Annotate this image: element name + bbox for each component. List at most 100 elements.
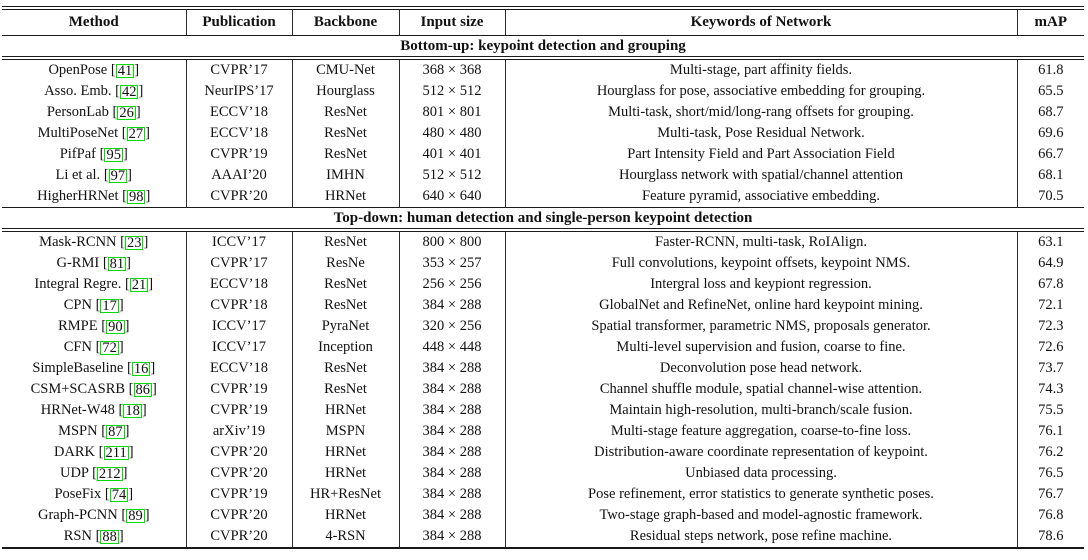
column-header-backbone: Backbone	[291, 6, 399, 36]
method-cell: MSPN [87]	[58, 422, 130, 440]
publication-cell: AAAI’20	[185, 165, 292, 186]
method-cell: Asso. Emb. [42]	[44, 82, 144, 100]
backbone-cell: ResNet	[291, 379, 399, 400]
method-cell: Graph-PCNN [89]	[37, 506, 150, 524]
method-cell: RSN [88]	[63, 527, 124, 545]
input-size-cell: 384 × 288	[398, 505, 505, 526]
map-cell: 76.8	[1016, 505, 1084, 526]
citation-link[interactable]: 42	[119, 83, 139, 100]
method-cell: OpenPose [41]	[48, 61, 140, 79]
backbone-cell: MSPN	[291, 421, 399, 442]
citation-link[interactable]: 21	[129, 276, 149, 293]
publication-cell: CVPR’18	[185, 295, 292, 316]
method-cell: MultiPoseNet [27]	[37, 124, 150, 142]
map-cell: 72.1	[1016, 295, 1084, 316]
method-name: G-RMI	[56, 254, 100, 271]
map-cell: 68.1	[1016, 165, 1084, 186]
publication-cell: ECCV’18	[185, 123, 292, 144]
map-cell: 76.5	[1016, 463, 1084, 484]
citation-link[interactable]: 74	[109, 486, 129, 503]
citation-link[interactable]: 90	[106, 318, 125, 335]
keywords-cell: Two-stage graph-based and model-agnostic…	[504, 505, 1017, 526]
citation-link[interactable]: 97	[108, 167, 128, 184]
citation-link[interactable]: 81	[107, 255, 127, 272]
table-row: OpenPose [41] CVPR’17 CMU-Net 368 × 368 Mult…	[2, 58, 1084, 81]
map-cell: 78.6	[1016, 526, 1084, 548]
citation-link[interactable]: 87	[106, 423, 125, 440]
method-name: PoseFix	[54, 485, 102, 502]
input-size-cell: 256 × 256	[398, 274, 505, 295]
method-name: CSM+SCASRB	[30, 380, 126, 397]
table-row: RSN [88] CVPR’20 4-RSN 384 × 288 Residual st…	[2, 526, 1084, 548]
publication-cell: CVPR’17	[185, 253, 292, 274]
citation-link[interactable]: 88	[100, 528, 119, 545]
section-title: Top-down: human detection and single-per…	[2, 207, 1084, 232]
citation-link[interactable]: 86	[133, 381, 153, 398]
keywords-cell: Maintain high-resolution, multi-branch/s…	[504, 400, 1017, 421]
citation-link[interactable]: 211	[103, 444, 129, 461]
publication-cell: NeurIPS’17	[185, 81, 292, 102]
keywords-cell: Multi-stage feature aggregation, coarse-…	[504, 421, 1017, 442]
section-header-row: Top-down: human detection and single-per…	[2, 207, 1084, 232]
method-cell: SimpleBaseline [16]	[32, 359, 156, 377]
keywords-cell: GlobalNet and RefineNet, online hard key…	[504, 295, 1017, 316]
table-row: CSM+SCASRB [86] CVPR’19 ResNet 384 × 288 Cha…	[2, 379, 1084, 400]
input-size-cell: 384 × 288	[398, 484, 505, 505]
map-cell: 63.1	[1016, 230, 1084, 253]
citation-link[interactable]: 89	[126, 507, 145, 524]
citation-link[interactable]: 98	[126, 188, 146, 205]
method-name: Asso. Emb.	[44, 82, 112, 99]
method-cell: G-RMI [81]	[56, 254, 131, 272]
input-size-cell: 640 × 640	[398, 186, 505, 208]
input-size-cell: 801 × 801	[398, 102, 505, 123]
keywords-cell: Channel shuffle module, spatial channel-…	[504, 379, 1017, 400]
map-cell: 67.8	[1016, 274, 1084, 295]
citation-link[interactable]: 18	[123, 402, 142, 419]
table-row: HigherHRNet [98] CVPR’20 HRNet 640 × 640 Fea…	[2, 186, 1084, 208]
method-cell: UDP [212]	[59, 464, 128, 482]
backbone-cell: ResNet	[291, 123, 399, 144]
input-size-cell: 800 × 800	[398, 230, 505, 253]
map-cell: 76.2	[1016, 442, 1084, 463]
map-cell: 74.3	[1016, 379, 1084, 400]
publication-cell: CVPR’19	[185, 484, 292, 505]
table-row: Integral Regre. [21] ECCV’18 ResNet 256 × 2…	[2, 274, 1084, 295]
citation-link[interactable]: 72	[100, 339, 119, 356]
method-cell: HRNet-W48 [18]	[40, 401, 147, 419]
citation-link[interactable]: 95	[104, 146, 123, 163]
citation-link[interactable]: 26	[117, 104, 136, 121]
citation-link[interactable]: 41	[115, 62, 135, 79]
citation-link[interactable]: 23	[124, 234, 144, 251]
input-size-cell: 368 × 368	[398, 58, 505, 81]
citation-link[interactable]: 27	[126, 125, 146, 142]
publication-cell: CVPR’20	[185, 505, 292, 526]
keywords-cell: Residual steps network, pose refine mach…	[504, 526, 1017, 548]
table-header: Method Publication Backbone Input size Keywo…	[2, 6, 1084, 36]
backbone-cell: IMHN	[291, 165, 399, 186]
table-row: UDP [212] CVPR’20 HRNet 384 × 288 Unbiased d…	[2, 463, 1084, 484]
backbone-cell: Hourglass	[291, 81, 399, 102]
method-name: PersonLab	[46, 103, 109, 120]
input-size-cell: 448 × 448	[398, 337, 505, 358]
method-name: MSPN	[58, 422, 98, 439]
map-cell: 64.9	[1016, 253, 1084, 274]
column-header-method: Method	[2, 6, 186, 36]
citation-link[interactable]: 16	[131, 360, 151, 377]
citation-link[interactable]: 212	[96, 465, 123, 482]
map-cell: 72.6	[1016, 337, 1084, 358]
map-cell: 69.6	[1016, 123, 1084, 144]
input-size-cell: 401 × 401	[398, 144, 505, 165]
input-size-cell: 353 × 257	[398, 253, 505, 274]
citation-link[interactable]: 17	[100, 297, 119, 314]
method-cell: PoseFix [74]	[54, 485, 134, 503]
method-name: DARK	[53, 443, 96, 460]
publication-cell: CVPR’19	[185, 400, 292, 421]
method-name: OpenPose	[48, 61, 108, 78]
map-cell: 76.7	[1016, 484, 1084, 505]
input-size-cell: 384 × 288	[398, 421, 505, 442]
backbone-cell: HRNet	[291, 505, 399, 526]
input-size-cell: 384 × 288	[398, 526, 505, 548]
backbone-cell: HRNet	[291, 400, 399, 421]
keywords-cell: Feature pyramid, associative embedding.	[504, 186, 1017, 208]
backbone-cell: HRNet	[291, 186, 399, 208]
